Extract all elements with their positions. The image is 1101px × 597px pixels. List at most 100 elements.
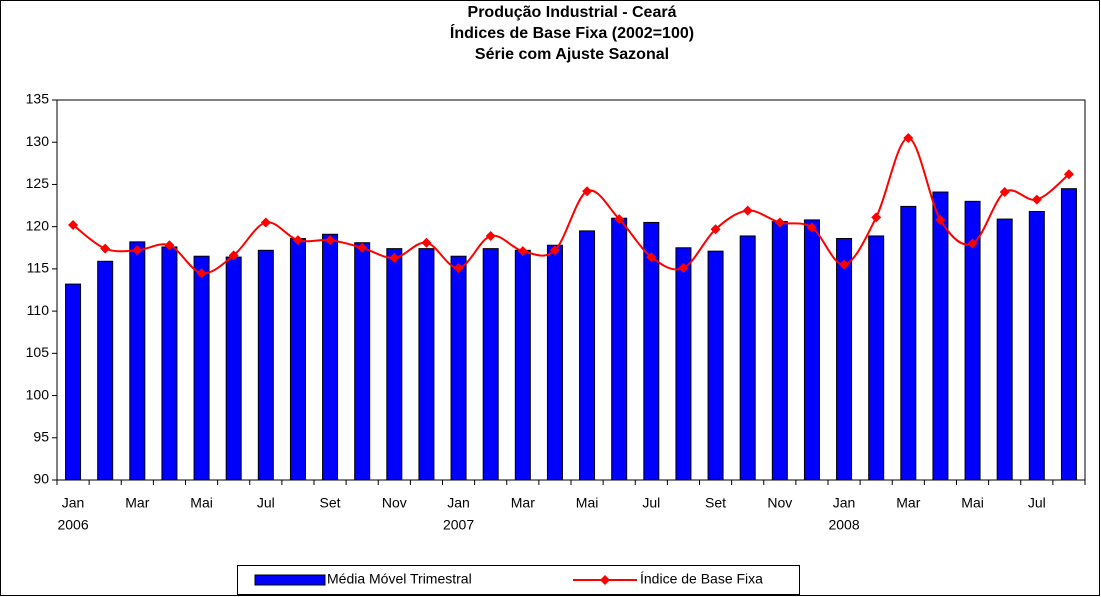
line-marker	[421, 237, 432, 248]
y-tick-label: 95	[33, 428, 49, 444]
line-marker	[260, 217, 271, 228]
bar	[482, 248, 499, 481]
bar	[964, 200, 981, 481]
y-tick-label: 115	[27, 260, 50, 276]
y-tick-label: 90	[33, 471, 49, 487]
bar	[129, 241, 146, 481]
y-tick-label: 125	[26, 175, 50, 191]
x-tick-label: Jul	[1028, 495, 1046, 511]
line-marker	[903, 133, 914, 143]
line-marker	[806, 222, 817, 233]
bar	[257, 249, 274, 481]
y-tick-label: 120	[26, 217, 50, 233]
x-tick-label: Mai	[190, 495, 213, 511]
x-tick-label: Jul	[257, 495, 275, 511]
line-marker	[582, 186, 593, 197]
bar	[579, 230, 596, 481]
line-marker	[935, 214, 946, 225]
bar	[289, 237, 306, 481]
legend-box	[237, 565, 800, 595]
line-marker	[100, 243, 111, 254]
line-marker	[839, 259, 850, 270]
bar	[386, 248, 403, 481]
line-marker	[678, 263, 689, 274]
line-marker	[68, 219, 79, 230]
x-tick-label: Jan	[62, 495, 85, 511]
legend-marker	[600, 575, 610, 585]
y-tick-label: 110	[27, 302, 50, 318]
x-tick-label: Mai	[576, 495, 599, 511]
x-year-label: 2006	[57, 517, 88, 533]
legend-label: Média Móvel Trimestral	[327, 571, 472, 587]
line-marker	[1063, 169, 1074, 180]
bar	[193, 255, 210, 481]
x-tick-label: Jan	[447, 495, 470, 511]
x-tick-label: Nov	[382, 495, 407, 511]
line-marker	[646, 252, 657, 263]
line-marker	[774, 217, 785, 228]
line-marker	[357, 242, 368, 253]
bar	[225, 256, 242, 481]
bar	[739, 235, 756, 481]
line-marker	[132, 245, 143, 256]
y-tick-label: 105	[26, 344, 50, 360]
chart-subtitle: Índices de Base Fixa (2002=100)	[450, 23, 694, 42]
y-tick-label: 130	[26, 133, 50, 149]
x-year-label: 2008	[828, 517, 859, 533]
line-marker	[999, 187, 1010, 198]
x-tick-label: Mar	[896, 495, 920, 511]
x-tick-label: Mar	[511, 495, 535, 511]
x-tick-label: Mar	[125, 495, 149, 511]
line-marker	[517, 246, 528, 257]
bar	[1028, 210, 1045, 481]
plot-area	[56, 99, 1086, 481]
bar	[1060, 188, 1077, 481]
line-marker	[710, 224, 721, 235]
bar	[803, 219, 820, 481]
line-marker	[742, 205, 753, 216]
line-marker	[871, 212, 882, 223]
bar	[932, 191, 949, 481]
bar	[450, 255, 467, 481]
x-tick-label: Mai	[961, 495, 984, 511]
bar	[868, 235, 885, 481]
chart-subtitle: Série com Ajuste Sazonal	[475, 46, 669, 63]
chart-title: Produção Industrial - Ceará	[468, 4, 677, 21]
x-tick-label: Jul	[642, 495, 660, 511]
bar	[771, 221, 788, 481]
legend-swatch	[254, 574, 326, 586]
y-tick-label: 100	[26, 386, 50, 402]
line-marker	[228, 250, 239, 261]
line-marker	[292, 235, 303, 246]
bar	[354, 242, 371, 481]
y-tick-label: 135	[26, 91, 50, 107]
bar	[675, 247, 692, 481]
x-tick-label: Nov	[767, 495, 792, 511]
line-marker	[389, 252, 400, 263]
line-marker	[614, 214, 625, 225]
bar	[996, 218, 1013, 481]
x-tick-label: Set	[320, 495, 341, 511]
bar	[65, 283, 82, 481]
x-year-label: 2007	[443, 517, 474, 533]
bar	[611, 217, 628, 481]
line-marker	[967, 238, 978, 249]
line-marker	[325, 235, 336, 246]
line-marker	[196, 268, 207, 279]
x-tick-label: Jan	[833, 495, 856, 511]
bar	[161, 246, 178, 481]
line-marker	[453, 263, 464, 274]
bar	[707, 250, 724, 481]
line-marker	[549, 245, 560, 256]
bar	[900, 205, 917, 481]
line-marker	[485, 230, 496, 241]
bar	[546, 244, 563, 481]
bar	[836, 237, 853, 481]
bar	[643, 221, 660, 481]
bar	[418, 248, 435, 481]
line-marker	[1031, 194, 1042, 205]
x-tick-label: Set	[705, 495, 726, 511]
line-marker	[164, 240, 175, 251]
bar	[322, 233, 339, 481]
